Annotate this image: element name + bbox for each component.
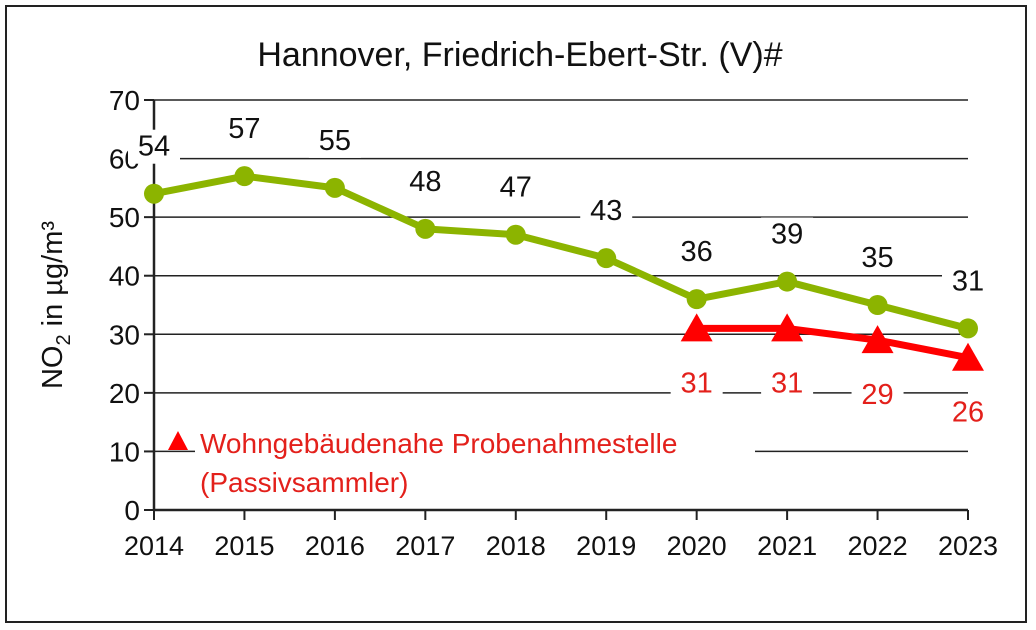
y-tick-label: 40 (109, 261, 140, 292)
data-label: 31 (681, 367, 713, 399)
data-label-bg (308, 123, 361, 158)
data-label: 35 (861, 242, 893, 274)
chart-title: Hannover, Friedrich-Ebert-Str. (V)# (257, 36, 782, 74)
y-axis-label: NO2 in µg/m³ (37, 221, 75, 389)
x-tick-label: 2019 (576, 531, 636, 561)
data-label: 47 (500, 172, 532, 204)
data-label-bg (761, 217, 814, 252)
data-point (680, 313, 713, 342)
data-point (144, 183, 164, 204)
x-tick-label: 2023 (938, 531, 998, 561)
y-tick-label: 10 (109, 436, 140, 467)
data-label: 39 (771, 219, 803, 251)
data-label: 31 (952, 265, 984, 297)
data-point (867, 295, 888, 315)
data-label: 36 (681, 236, 713, 268)
data-point (777, 271, 798, 292)
data-label-bg (670, 235, 723, 270)
data-label: 54 (138, 131, 170, 163)
x-tick-label: 2018 (486, 531, 546, 561)
data-point (861, 325, 894, 354)
data-label-bg (851, 241, 904, 275)
data-label: 26 (952, 397, 984, 429)
data-point (596, 248, 617, 269)
data-label: 57 (228, 113, 260, 145)
data-point (234, 166, 255, 187)
data-label: 48 (409, 166, 441, 198)
x-tick-label: 2016 (305, 531, 365, 561)
series-line (153, 172, 969, 332)
data-label-bg (489, 170, 542, 205)
x-tick-label: 2020 (667, 531, 727, 561)
data-label-bg (128, 129, 180, 164)
y-tick-label: 30 (109, 319, 140, 350)
chart-frame (5, 5, 1027, 623)
data-label-bg (218, 112, 271, 147)
data-label: 55 (319, 125, 351, 157)
data-label-bg (670, 366, 723, 401)
data-point (415, 218, 436, 239)
data-point (952, 342, 984, 371)
x-tick-label: 2015 (214, 531, 274, 561)
x-tick-label: 2021 (757, 531, 817, 561)
data-label-bg (942, 264, 994, 299)
data-label: 43 (590, 195, 622, 227)
legend-label-line1: Wohngebäudenahe Probenahmestelle (200, 428, 677, 459)
x-tick-label: 2022 (848, 531, 908, 561)
data-point (958, 318, 978, 339)
data-label-bg (761, 366, 814, 401)
series-line (696, 324, 969, 362)
y-tick-label: 50 (109, 202, 140, 233)
data-label-bg (580, 194, 633, 229)
data-point (324, 177, 345, 198)
y-tick-label: 0 (124, 495, 140, 526)
data-point (771, 313, 804, 342)
legend-label-line2: (Passivsammler) (200, 467, 408, 498)
legend-triangle-icon (168, 431, 188, 450)
legend: Wohngebäudenahe Probenahmestelle (Passiv… (168, 420, 755, 498)
data-label-bg (399, 164, 452, 199)
data-point (505, 224, 526, 245)
y-tick-label: 70 (109, 85, 140, 116)
data-label-bg (851, 378, 904, 413)
y-tick-label: 20 (109, 378, 140, 409)
data-label: 29 (861, 379, 893, 411)
data-label-bg (942, 395, 994, 430)
x-tick-label: 2014 (124, 531, 184, 561)
data-label: 31 (771, 367, 803, 399)
data-point (686, 289, 707, 310)
x-tick-label: 2017 (395, 531, 455, 561)
